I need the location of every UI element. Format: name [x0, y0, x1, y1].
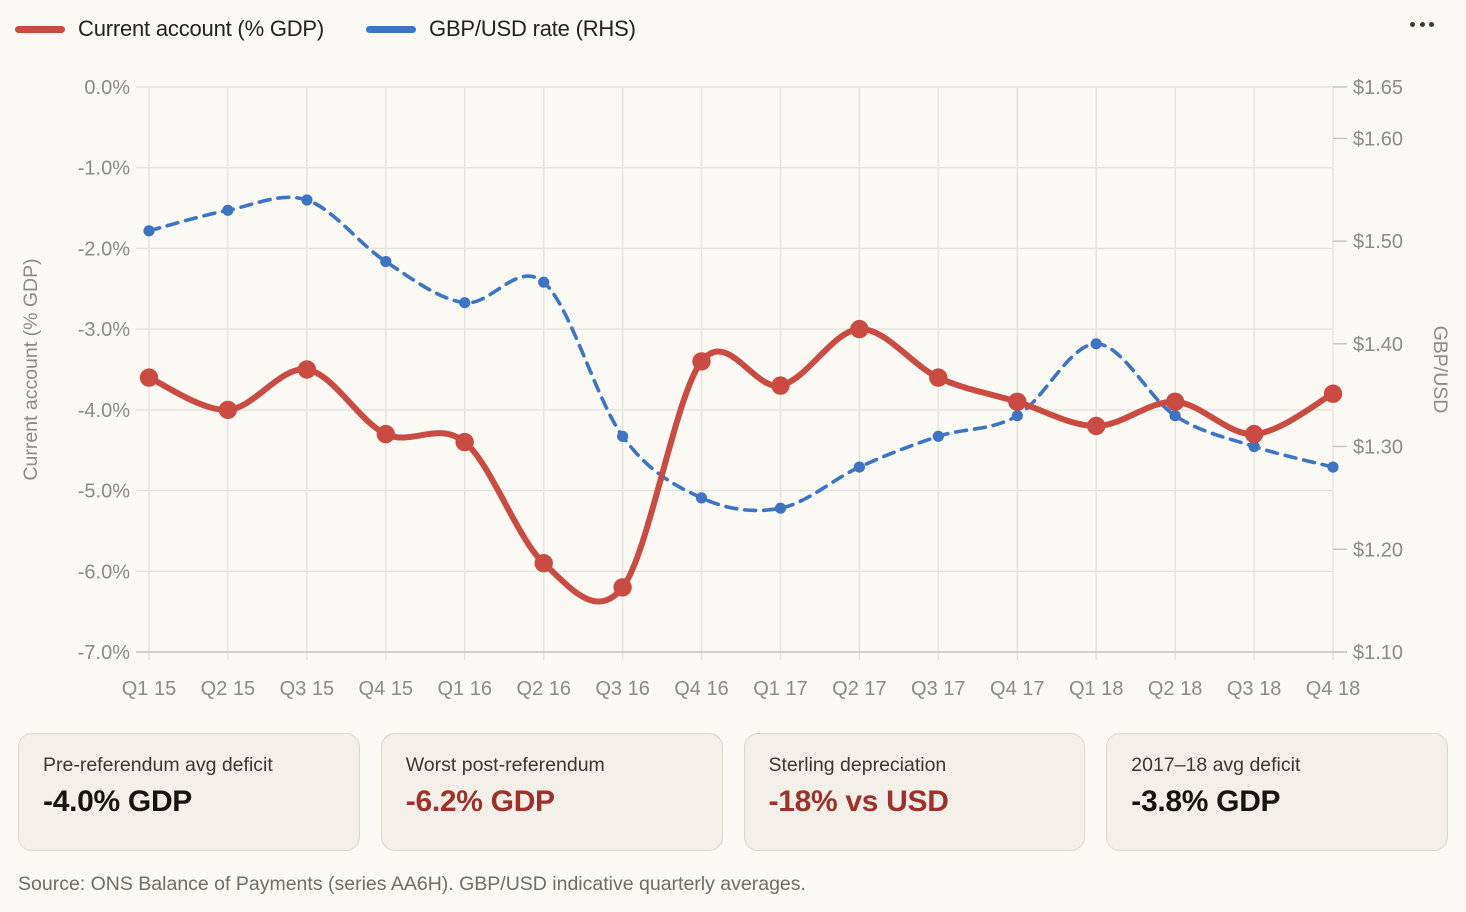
svg-text:$1.60: $1.60 [1353, 128, 1403, 150]
data-point [376, 424, 395, 444]
legend-label: GBP/USD rate (RHS) [429, 16, 636, 41]
legend-item-current-account[interactable]: Current account (% GDP) [15, 16, 324, 42]
data-point [695, 492, 708, 504]
data-point [771, 376, 790, 395]
data-point [932, 430, 944, 442]
svg-text:-3.0%: -3.0% [78, 319, 130, 341]
stat-card-label: Sterling depreciation [768, 754, 947, 776]
svg-text:Q2 16: Q2 16 [516, 678, 570, 700]
stat-card-value: -6.2% GDP [405, 785, 555, 818]
stat-card-label: Worst post-referendum [405, 754, 605, 776]
axis-tick-labels: 0.0% -1.0% -2.0% -3.0% -4.0% -5.0% -6.0% -7.0% $… [78, 77, 1403, 700]
legend-label: Current account (% GDP) [78, 16, 325, 41]
data-point [455, 432, 474, 452]
svg-text:-7.0%: -7.0% [78, 642, 130, 664]
svg-text:Q2 17: Q2 17 [832, 678, 886, 700]
data-point [222, 204, 234, 216]
series-current-account [139, 319, 1343, 605]
svg-text:$1.50: $1.50 [1353, 231, 1403, 253]
svg-text:-4.0%: -4.0% [78, 400, 130, 422]
svg-text:$1.65: $1.65 [1353, 77, 1403, 99]
stat-card-value: -4.0% GDP [43, 785, 193, 818]
data-point [1327, 461, 1339, 473]
svg-text:$1.40: $1.40 [1353, 334, 1403, 356]
svg-text:0.0%: 0.0% [84, 77, 130, 99]
data-point [1008, 392, 1027, 411]
data-point [301, 194, 313, 206]
svg-text:Q2 15: Q2 15 [201, 678, 255, 700]
svg-text:$1.20: $1.20 [1353, 539, 1403, 561]
data-point [613, 578, 632, 597]
data-point [1087, 416, 1106, 436]
data-point [1165, 392, 1185, 411]
data-point [538, 276, 550, 288]
svg-text:Q4 15: Q4 15 [359, 678, 413, 700]
gbpusd-swatch-icon [366, 25, 417, 33]
data-point [1011, 410, 1023, 422]
data-point [850, 319, 869, 339]
more-options-button[interactable] [1406, 16, 1438, 33]
stat-card-label: 2017–18 avg deficit [1131, 754, 1301, 776]
stat-card-sterling-depreciation: Sterling depreciation -18% vs USD [743, 733, 1086, 851]
data-point [380, 256, 392, 268]
svg-text:Q1 17: Q1 17 [753, 678, 807, 700]
legend-item-gbpusd[interactable]: GBP/USD rate (RHS) [366, 16, 636, 42]
svg-text:-1.0%: -1.0% [78, 158, 130, 180]
right-axis-title: GBP/USD [1429, 326, 1451, 414]
svg-text:Q3 16: Q3 16 [595, 678, 649, 700]
data-point [1169, 410, 1181, 422]
ellipsis-icon [1419, 22, 1425, 27]
svg-text:Q1 18: Q1 18 [1069, 678, 1123, 700]
data-point [1090, 338, 1102, 350]
svg-text:-5.0%: -5.0% [78, 481, 130, 503]
data-point [1323, 384, 1343, 403]
svg-text:Q4 18: Q4 18 [1306, 678, 1360, 700]
svg-text:-2.0%: -2.0% [78, 238, 130, 260]
svg-text:Q3 18: Q3 18 [1227, 678, 1281, 700]
current-account-swatch-icon [15, 25, 65, 33]
svg-text:Q1 16: Q1 16 [437, 678, 491, 700]
right-axis-ticks [1333, 86, 1347, 653]
ellipsis-icon [1410, 22, 1415, 27]
data-point [853, 461, 866, 473]
data-point [1244, 424, 1264, 444]
svg-text:Q2 18: Q2 18 [1148, 678, 1202, 700]
stat-card-pre-referendum: Pre-referendum avg deficit -4.0% GDP [18, 733, 360, 851]
gridlines [136, 86, 1334, 660]
data-point [297, 360, 317, 379]
stat-card-worst-post-referendum: Worst post-referendum -6.2% GDP [380, 733, 723, 851]
ellipsis-icon [1429, 22, 1434, 27]
svg-text:$1.30: $1.30 [1353, 437, 1403, 459]
data-point [692, 352, 711, 371]
data-point [774, 502, 787, 514]
stat-card-value: -18% vs USD [768, 785, 949, 818]
data-point [1248, 440, 1260, 453]
svg-text:Q4 16: Q4 16 [674, 678, 728, 700]
chart-legend: Current account (% GDP) GBP/USD rate (RH… [15, 16, 636, 42]
data-point [617, 430, 629, 442]
stat-card-2017-18-avg: 2017–18 avg deficit -3.8% GDP [1106, 733, 1448, 851]
series-gbpusd [143, 194, 1339, 514]
stat-card-label: Pre-referendum avg deficit [43, 754, 273, 776]
data-point [143, 225, 155, 237]
data-point [929, 368, 948, 387]
svg-text:Q3 17: Q3 17 [911, 678, 965, 700]
svg-text:Q1 15: Q1 15 [122, 678, 176, 700]
stat-cards-row: Pre-referendum avg deficit -4.0% GDP Wor… [18, 733, 1448, 851]
svg-text:-6.0%: -6.0% [78, 561, 130, 583]
line-chart[interactable]: 0.0% -1.0% -2.0% -3.0% -4.0% -5.0% -6.0% -7.0% $… [0, 55, 1466, 720]
svg-text:Q4 17: Q4 17 [990, 678, 1044, 700]
svg-text:Q3 15: Q3 15 [280, 678, 334, 700]
left-axis-title: Current account (% GDP) [20, 258, 42, 480]
data-point [459, 297, 471, 309]
data-point [218, 400, 238, 420]
source-note: Source: ONS Balance of Payments (series … [18, 873, 806, 895]
data-point [139, 368, 159, 387]
svg-text:$1.10: $1.10 [1353, 642, 1403, 664]
stat-card-value: -3.8% GDP [1131, 785, 1281, 818]
data-point [534, 554, 553, 573]
